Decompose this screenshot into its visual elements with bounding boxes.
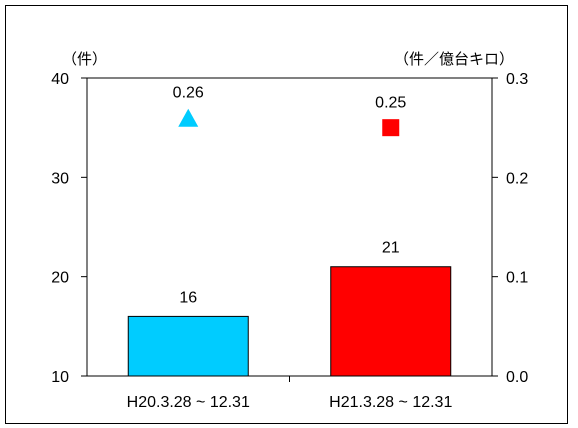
right-axis-tick-label: 0.1 [506,270,528,287]
marker-triangle [178,108,199,127]
bar-2 [330,266,452,377]
left-axis-tick-label: 40 [51,71,69,88]
category-label: H21.3.28 ~ 12.31 [329,394,452,411]
left-axis-tick-label: 20 [51,270,69,287]
right-axis-tick-label: 0.2 [506,170,528,187]
marker-square [382,119,400,137]
bar-value-label: 21 [382,240,400,257]
right-axis-tick-label: 0.3 [506,71,528,88]
right-axis-tick-label: 0.0 [506,369,528,386]
right-axis-unit-label: （件／億台キロ） [394,50,514,68]
chart-marks [127,108,452,377]
marker-value-label: 0.26 [173,85,204,102]
axes: 10 20 30 40 0.0 0.1 0.2 0.3 （件） （件／億台キロ） [51,50,528,386]
category-label: H20.3.28 ~ 12.31 [127,394,250,411]
left-axis-unit-label: （件） [62,50,107,68]
bar-1 [127,315,249,377]
left-axis-tick-label: 30 [51,170,69,187]
chart-labels: 16 0.26 H20.3.28 ~ 12.31 21 0.25 H21.3.28 ~ 1… [127,85,453,411]
left-axis-tick-label: 10 [51,369,69,386]
bar-value-label: 16 [179,289,197,306]
marker-value-label: 0.25 [375,95,406,112]
